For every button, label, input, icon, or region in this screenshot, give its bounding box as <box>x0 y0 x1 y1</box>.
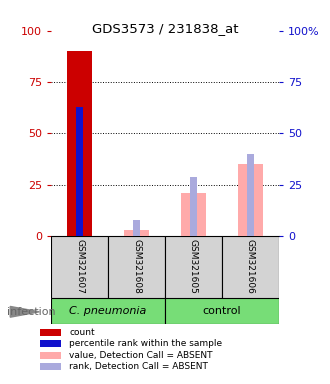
Bar <box>222 236 279 298</box>
Bar <box>190 177 197 236</box>
Bar <box>108 236 165 298</box>
Text: rank, Detection Call = ABSENT: rank, Detection Call = ABSENT <box>69 362 208 371</box>
Bar <box>238 164 263 236</box>
Text: count: count <box>69 328 95 337</box>
Bar <box>133 220 140 236</box>
Bar <box>165 236 222 298</box>
Text: percentile rank within the sample: percentile rank within the sample <box>69 339 222 348</box>
Bar <box>247 154 254 236</box>
Text: C. pneumonia: C. pneumonia <box>69 306 147 316</box>
Bar <box>67 51 92 236</box>
Bar <box>165 298 279 324</box>
Bar <box>181 193 206 236</box>
Text: GDS3573 / 231838_at: GDS3573 / 231838_at <box>92 22 238 35</box>
Text: control: control <box>203 306 241 316</box>
Text: GSM321608: GSM321608 <box>132 240 141 294</box>
Bar <box>51 298 165 324</box>
Text: GSM321607: GSM321607 <box>75 240 84 294</box>
Bar <box>124 230 149 236</box>
Bar <box>76 107 83 236</box>
Text: infection: infection <box>7 307 55 317</box>
Polygon shape <box>10 306 39 317</box>
Text: GSM321605: GSM321605 <box>189 240 198 294</box>
Text: value, Detection Call = ABSENT: value, Detection Call = ABSENT <box>69 351 213 360</box>
Bar <box>51 236 108 298</box>
Text: GSM321606: GSM321606 <box>246 240 255 294</box>
